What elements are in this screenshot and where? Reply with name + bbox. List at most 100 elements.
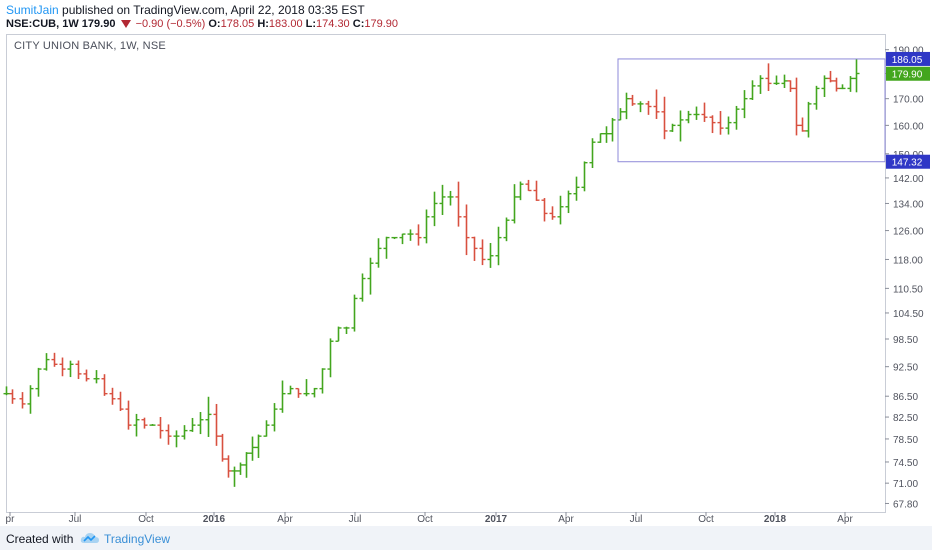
y-tick-label: 104.50 — [893, 309, 924, 320]
ohlc-bar — [549, 206, 556, 220]
x-tick-label: Jul — [630, 514, 643, 525]
range-high-label-bg — [886, 51, 930, 66]
ohlc-bar — [83, 369, 90, 382]
ohlc-bar — [701, 102, 708, 122]
ohlc-bar — [479, 239, 486, 266]
author-link[interactable]: SumitJain — [6, 3, 59, 17]
ohlc-bar — [629, 94, 636, 106]
x-tick-label: Oct — [138, 514, 154, 525]
ohlc-bar — [27, 385, 34, 414]
ohlc-bar — [589, 138, 596, 169]
chart-header: SumitJain published on TradingView.com, … — [0, 0, 932, 34]
ohlc-bar — [511, 184, 518, 224]
ohlc-bar — [149, 424, 156, 426]
ohlc-bar — [109, 387, 116, 405]
last-price-label: 179.90 — [892, 70, 923, 81]
ohlc-bar — [533, 180, 540, 201]
ohlc-bar — [367, 257, 374, 295]
symbol-label: NSE:CUB, 1W — [6, 18, 79, 30]
y-tick-label: 190.00 — [893, 46, 924, 57]
open-value: 178.05 — [220, 18, 255, 30]
ohlc-bar — [517, 181, 524, 201]
ohlc-bar — [749, 80, 756, 100]
range-rectangle[interactable] — [617, 58, 886, 163]
ohlc-bar — [117, 391, 124, 411]
ohlc-bar — [853, 58, 860, 93]
ohlc-bar — [669, 123, 676, 132]
ohlc-bar — [741, 90, 748, 119]
y-tick-label: 110.50 — [893, 284, 923, 295]
created-with-text: Created with — [6, 532, 74, 546]
ohlc-bar — [581, 161, 588, 192]
range-low-label: 147.32 — [892, 158, 923, 169]
chart-title: CITY UNION BANK, 1W, NSE — [14, 40, 166, 52]
price-range-box[interactable] — [617, 58, 886, 163]
ohlc-bar — [343, 326, 350, 334]
publish-info: SumitJain published on TradingView.com, … — [6, 3, 365, 17]
ohlc-bar — [327, 338, 334, 378]
ohlc-bar — [597, 133, 604, 143]
ohlc-bar — [573, 176, 580, 201]
ohlc-bar — [415, 224, 422, 246]
ohlc-bar — [813, 85, 820, 110]
ohlc-bar — [623, 92, 630, 120]
ohlc-bar — [311, 387, 318, 398]
ohlc-bar — [653, 89, 660, 119]
ohlc-bar — [827, 70, 834, 83]
y-tick-label: 82.50 — [893, 413, 918, 424]
y-tick-label: 170.00 — [893, 95, 924, 106]
ohlc-bar — [383, 236, 390, 259]
ohlc-bar — [249, 436, 256, 461]
ohlc-bar — [839, 84, 846, 90]
ohlc-bar — [525, 179, 532, 192]
ohlc-bar — [399, 233, 406, 245]
ohlc-bar — [733, 105, 740, 130]
y-tick-label: 142.00 — [893, 174, 924, 185]
ohlc-bar — [9, 389, 16, 404]
range-high-label: 186.05 — [892, 55, 923, 66]
y-tick-label: 118.00 — [893, 255, 923, 266]
x-tick-label: Apr — [558, 514, 574, 525]
ohlc-bar — [255, 434, 262, 458]
price-axis[interactable]: 67.80 71.00 74.50 78.50 82.50 86.50 92.50 98.50… — [885, 46, 930, 511]
ohlc-bar — [287, 385, 294, 395]
ohlc-bar — [463, 204, 470, 256]
ohlc-bar — [101, 374, 108, 396]
ohlc-bar — [503, 217, 510, 242]
ohlc-bar — [805, 101, 812, 138]
x-tick-label: 2017 — [485, 514, 508, 525]
y-tick-label: 78.50 — [893, 435, 918, 446]
ohlc-bar — [773, 75, 780, 85]
ohlc-bar — [603, 126, 610, 143]
high-value: 183.00 — [268, 18, 303, 30]
price-chart[interactable]: 67.80 71.00 74.50 78.50 82.50 86.50 92.50 98.50… — [0, 0, 932, 526]
ohlc-bar — [303, 379, 310, 397]
ohlc-bar — [677, 110, 684, 142]
low-value: 174.30 — [316, 18, 350, 30]
chart-frame[interactable] — [6, 34, 886, 513]
ohlc-bar — [709, 115, 716, 134]
close-label: C: — [352, 18, 365, 30]
time-axis[interactable]: pr Jul Oct 2016 Apr Jul Oct 2017 Apr Jul Oct 2018 Ap… — [6, 512, 854, 525]
ohlc-bar — [431, 191, 438, 227]
open-label: O: — [208, 18, 221, 30]
ohlc-bar — [237, 462, 244, 475]
tradingview-brand[interactable]: TradingView — [104, 532, 171, 546]
ohlc-bar — [693, 106, 700, 120]
ohlc-bar — [51, 352, 58, 367]
ohlc-bar — [407, 229, 414, 241]
ohlc-bar — [685, 110, 692, 124]
last-price: 179.90 — [81, 18, 116, 30]
ohlc-bar — [487, 242, 494, 268]
y-tick-label: 134.00 — [893, 199, 924, 210]
ohlc-bar — [765, 63, 772, 91]
tradingview-cloud-icon[interactable] — [80, 531, 100, 545]
range-low-label-bg — [886, 154, 930, 169]
ohlc-bar — [799, 117, 806, 132]
y-tick-label: 71.00 — [893, 479, 918, 490]
ohlc-bar — [471, 236, 478, 261]
ohlc-bar — [243, 452, 250, 478]
ohlc-bar — [189, 417, 196, 432]
ohlc-bar — [3, 386, 10, 396]
ohlc-bars — [3, 58, 860, 487]
